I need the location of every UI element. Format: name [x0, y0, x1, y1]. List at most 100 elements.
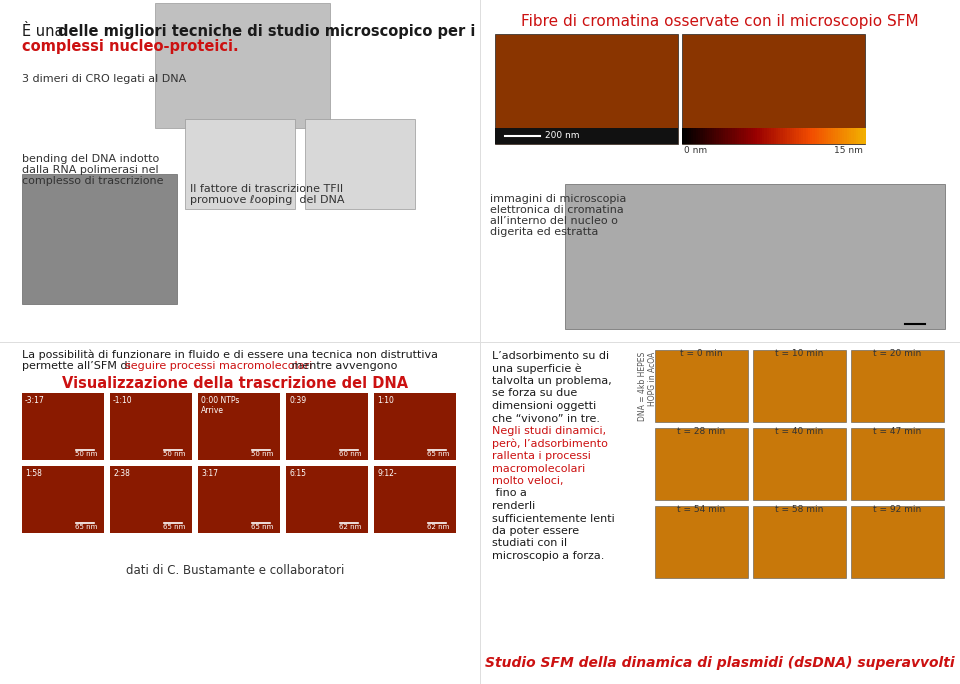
Bar	[863, 128, 866, 144]
Bar	[794, 128, 797, 144]
Bar	[824, 128, 827, 144]
Bar	[822, 128, 825, 144]
Bar	[797, 128, 799, 144]
Text: macromolecolari: macromolecolari	[492, 464, 586, 473]
Text: all’interno del nucleo o: all’interno del nucleo o	[490, 216, 618, 226]
Bar	[767, 128, 769, 144]
Bar	[698, 128, 701, 144]
Bar	[728, 128, 731, 144]
Bar	[771, 128, 774, 144]
Bar	[682, 34, 865, 144]
Text: HOPG in AcOA: HOPG in AcOA	[648, 352, 657, 406]
Text: 50 nm: 50 nm	[251, 451, 274, 457]
Bar	[495, 34, 678, 144]
Text: seguire processi macromolecolari: seguire processi macromolecolari	[125, 361, 312, 371]
Bar	[655, 506, 748, 578]
Text: promuove ℓooping  del DNA: promuove ℓooping del DNA	[190, 195, 345, 205]
Text: Negli studi dinamici,: Negli studi dinamici,	[492, 426, 606, 436]
Text: 62 nm: 62 nm	[427, 524, 449, 530]
Bar	[696, 128, 699, 144]
Text: 1:58: 1:58	[25, 469, 42, 478]
Bar	[753, 506, 846, 578]
Bar	[751, 128, 754, 144]
Text: 3:17: 3:17	[201, 469, 218, 478]
Bar	[198, 393, 280, 460]
Bar	[780, 128, 783, 144]
Text: 65 nm: 65 nm	[163, 524, 185, 530]
Text: 60 nm: 60 nm	[339, 451, 362, 457]
Bar	[827, 128, 828, 144]
Text: 65 nm: 65 nm	[427, 451, 449, 457]
Bar	[833, 128, 836, 144]
Bar	[792, 128, 795, 144]
Bar	[769, 128, 772, 144]
Text: renderli: renderli	[492, 501, 536, 511]
Bar	[842, 128, 845, 144]
Text: 1:10: 1:10	[377, 396, 394, 405]
Bar	[741, 128, 744, 144]
Text: immagini di microscopia: immagini di microscopia	[490, 194, 626, 204]
Bar	[858, 128, 861, 144]
Bar	[684, 128, 687, 144]
Bar	[789, 128, 792, 144]
Bar	[835, 128, 838, 144]
Bar	[815, 128, 818, 144]
Bar	[691, 128, 694, 144]
Text: 2:38: 2:38	[113, 469, 130, 478]
Bar	[759, 128, 762, 144]
Bar	[709, 128, 712, 144]
Text: se forza su due: se forza su due	[492, 389, 577, 399]
Bar	[286, 393, 368, 460]
Text: Il fattore di trascrizione TFII: Il fattore di trascrizione TFII	[190, 184, 343, 194]
Bar	[374, 466, 456, 533]
Text: complesso di trascrizione: complesso di trascrizione	[22, 176, 163, 186]
Bar	[807, 128, 810, 144]
Bar	[799, 128, 802, 144]
Bar	[700, 128, 703, 144]
Bar	[737, 128, 740, 144]
Bar	[732, 128, 735, 144]
Text: microscopio a forza.: microscopio a forza.	[492, 551, 605, 561]
Text: che “vivono” in tre.: che “vivono” in tre.	[492, 414, 600, 423]
Bar	[787, 128, 790, 144]
Text: La possibilità di funzionare in fluido e di essere una tecnica non distruttiva: La possibilità di funzionare in fluido e…	[22, 349, 438, 360]
Bar	[721, 128, 724, 144]
Text: t = 40 min: t = 40 min	[775, 427, 823, 436]
Bar	[739, 128, 742, 144]
Text: una superficie è: una superficie è	[492, 363, 582, 374]
Text: molto veloci,: molto veloci,	[492, 476, 564, 486]
Text: studiati con il: studiati con il	[492, 538, 567, 549]
Text: Visualizzazione della trascrizione del DNA: Visualizzazione della trascrizione del D…	[62, 376, 408, 391]
Bar	[837, 128, 840, 144]
Text: -1:10: -1:10	[113, 396, 132, 405]
Bar	[711, 128, 714, 144]
Bar	[655, 350, 748, 422]
Text: t = 58 min: t = 58 min	[775, 505, 823, 514]
Bar	[746, 128, 749, 144]
Text: rallenta i processi: rallenta i processi	[492, 451, 590, 461]
Bar	[805, 128, 808, 144]
Text: t = 92 min: t = 92 min	[873, 505, 922, 514]
Text: t = 47 min: t = 47 min	[873, 427, 922, 436]
Bar	[185, 119, 295, 209]
Text: dati di C. Bustamante e collaboratori: dati di C. Bustamante e collaboratori	[126, 564, 345, 577]
Bar	[776, 128, 779, 144]
Bar	[693, 128, 696, 144]
Text: È una: È una	[22, 24, 68, 39]
Text: 15 nm: 15 nm	[834, 146, 863, 155]
Bar	[851, 350, 944, 422]
Text: 6:15: 6:15	[289, 469, 306, 478]
Bar	[860, 128, 863, 144]
Bar	[155, 3, 330, 128]
Bar	[734, 128, 737, 144]
Text: 0:00 NTPs
Arrive: 0:00 NTPs Arrive	[201, 396, 239, 415]
Bar	[686, 128, 689, 144]
Text: 0 nm: 0 nm	[684, 146, 708, 155]
Bar	[749, 128, 751, 144]
Text: da poter essere: da poter essere	[492, 526, 579, 536]
Bar	[810, 128, 813, 144]
Text: 65 nm: 65 nm	[75, 524, 97, 530]
Text: permette all’SFM di: permette all’SFM di	[22, 361, 134, 371]
Bar	[845, 128, 848, 144]
Bar	[753, 128, 756, 144]
